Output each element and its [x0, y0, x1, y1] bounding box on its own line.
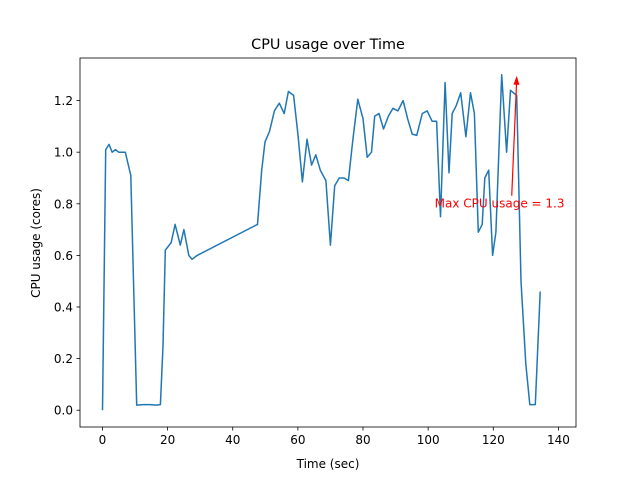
x-tick-label: 20 — [160, 433, 175, 447]
x-tick-label: 80 — [355, 433, 370, 447]
y-tick-label: 0.6 — [54, 249, 73, 263]
cpu-usage-line — [101, 74, 541, 411]
y-tick-label: 0.4 — [54, 301, 73, 315]
annotation-arrow — [511, 78, 518, 196]
x-axis-label: Time (sec) — [296, 457, 360, 471]
x-tick-label: 100 — [417, 433, 440, 447]
y-axis-label: CPU usage (cores) — [29, 188, 43, 298]
y-tick-label: 1.0 — [54, 146, 73, 160]
x-tick-label: 0 — [99, 433, 107, 447]
annotation-text: Max CPU usage = 1.3 — [435, 197, 565, 211]
axes-frame — [79, 57, 577, 428]
x-tick-label: 140 — [547, 433, 570, 447]
annotation-arrowhead — [513, 75, 520, 85]
x-tick-label: 60 — [290, 433, 305, 447]
chart-title: CPU usage over Time — [251, 37, 405, 53]
y-tick-label: 1.2 — [54, 94, 73, 108]
x-tick-label: 120 — [482, 433, 505, 447]
x-tick-label: 40 — [225, 433, 240, 447]
y-tick-label: 0.8 — [54, 197, 73, 211]
y-tick-label: 0.0 — [54, 404, 73, 418]
plot-area: 0 20 40 60 80 100 120 140 0.0 0.2 0.4 0.6 0.8 1.0 1.2 M… — [54, 57, 577, 447]
y-tick-label: 0.2 — [54, 352, 73, 366]
